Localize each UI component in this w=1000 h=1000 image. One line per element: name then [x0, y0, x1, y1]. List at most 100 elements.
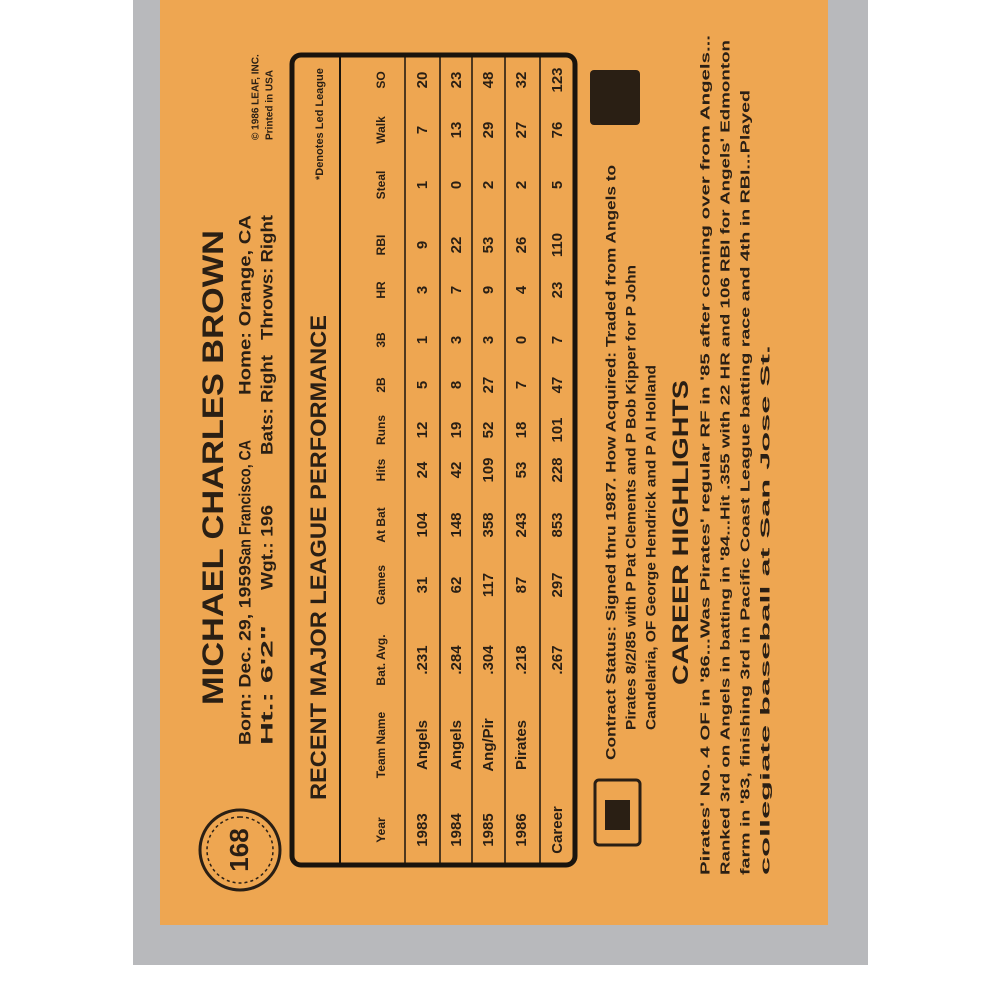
table-cell: 2: [480, 181, 497, 189]
table-cell: 26: [513, 237, 530, 254]
table-cell: 2: [513, 181, 530, 189]
table-cell: Angels: [448, 720, 465, 770]
table-cell: .231: [414, 645, 431, 674]
highlights-line: collegiate baseball at San Jose St.: [757, 345, 772, 875]
column-header: 3B: [374, 332, 388, 348]
table-cell: 3: [414, 286, 431, 294]
baseball-stitches: [206, 816, 274, 884]
table-cell: 29: [480, 122, 497, 139]
bio: Home: Orange, CA: [235, 215, 254, 395]
column-header: HR: [374, 281, 388, 299]
column-header: Games: [374, 565, 388, 605]
table-cell: 101: [549, 417, 566, 442]
baseball-icon: [198, 808, 282, 892]
table-cell: 12: [414, 422, 431, 439]
table-title: RECENT MAJOR LEAGUE PERFORMANCE: [306, 315, 331, 800]
table-cell: 117: [480, 573, 497, 597]
table-cell: 19: [448, 422, 465, 439]
copyright: © 1986 LEAF, INC.: [251, 54, 262, 140]
contract-line: Pirates 8/2/85 with P Pat Clements and P…: [623, 265, 639, 730]
table-cell: 13: [448, 122, 465, 139]
column-header: RBI: [374, 235, 388, 256]
players-logo: [593, 778, 642, 847]
table-cell: 27: [480, 377, 497, 394]
column-header: SO: [374, 71, 388, 88]
highlights-title: CAREER HIGHLIGHTS: [668, 380, 693, 685]
table-cell: 23: [448, 72, 465, 89]
table-cell: 109: [480, 457, 497, 482]
table-cell: 5: [549, 181, 566, 189]
table-cell: 53: [513, 462, 530, 479]
highlights-line: Ranked 3rd on Angels in batting in '84..…: [717, 40, 732, 875]
stats-box: [289, 52, 578, 868]
table-cell: 228: [549, 457, 566, 482]
table-cell: 27: [513, 122, 530, 139]
table-cell: 31: [414, 577, 431, 594]
table-note: *Denotes Led League: [314, 68, 326, 180]
table-cell: 47: [549, 377, 566, 394]
column-header: At Bat: [374, 507, 388, 542]
table-cell: 1983: [414, 813, 431, 846]
column-header: Hits: [374, 458, 388, 481]
bio: Wgt.: 196: [257, 505, 276, 590]
table-cell: 148: [448, 512, 465, 537]
table-cell: .284: [448, 645, 465, 675]
column-header: 2B: [374, 377, 388, 393]
table-cell: 358: [480, 512, 497, 537]
bio: Throws: Right: [257, 215, 276, 340]
table-cell: 62: [448, 577, 465, 594]
table-cell: 20: [414, 72, 431, 89]
table-cell: 4: [513, 285, 530, 294]
table-cell: 1984: [448, 813, 465, 847]
table-cell: 7: [549, 336, 566, 344]
table-cell: 32: [513, 72, 530, 89]
column-header: Team Name: [374, 711, 388, 778]
players-logo-mark: [605, 800, 630, 830]
table-cell: 48: [480, 72, 497, 89]
table-cell: 7: [414, 126, 431, 134]
table-cell: 297: [549, 572, 566, 597]
table-cell: 23: [549, 282, 566, 299]
highlights-line: Pirates' No. 4 OF in '86...Was Pirates' …: [697, 35, 712, 875]
table-cell: 87: [513, 577, 530, 594]
table-cell: 110: [549, 233, 566, 257]
table-cell: 7: [513, 381, 530, 389]
table-cell: 8: [448, 381, 465, 389]
table-cell: 76: [549, 122, 566, 139]
table-cell: 3: [448, 336, 465, 344]
table-cell: 7: [448, 286, 465, 294]
table-cell: Career: [549, 806, 566, 854]
player-name: MICHAEL CHARLES BROWN: [197, 230, 230, 705]
copyright: Printed in USA: [265, 70, 276, 140]
mlb-logo: [590, 70, 640, 125]
table-cell: 1986: [513, 813, 530, 846]
table-cell: 1985: [480, 813, 497, 846]
table-cell: 3: [480, 336, 497, 344]
card-back: 168 MICHAEL CHARLES BROWN Born: Dec. 29, 1…: [197, 35, 772, 892]
table-cell: Angels: [414, 720, 431, 770]
table-cell: .267: [549, 645, 566, 674]
table-cell: 853: [549, 512, 566, 537]
table-cell: .218: [513, 645, 530, 674]
card: [160, 0, 828, 925]
table-cell: .304: [480, 645, 497, 675]
contract-line: Candelaria, OF George Hendrick and P Al …: [643, 365, 659, 730]
table-cell: 0: [448, 181, 465, 189]
table-cell: 5: [414, 381, 431, 389]
bio: Born: Dec. 29, 1959: [235, 565, 254, 745]
table-cell: 243: [513, 512, 530, 537]
table-cell: 1: [414, 336, 431, 344]
table-cell: 24: [414, 461, 431, 478]
table-cell: 22: [448, 237, 465, 254]
card-number: 168: [224, 828, 254, 871]
column-header: Steal: [374, 171, 388, 200]
bio: Bats: Right: [257, 355, 276, 455]
bio: Ht.: 6'2": [257, 625, 276, 745]
column-header: Walk: [374, 116, 388, 144]
highlights-line: farm in '83, finishing 3rd in Pacific Co…: [737, 90, 752, 875]
contract-line: Contract Status: Signed thru 1987. How A…: [603, 165, 619, 760]
column-header: Bat. Avg.: [374, 634, 388, 685]
table-cell: 42: [448, 462, 465, 479]
table-cell: 18: [513, 422, 530, 439]
column-header: Year: [374, 817, 388, 843]
